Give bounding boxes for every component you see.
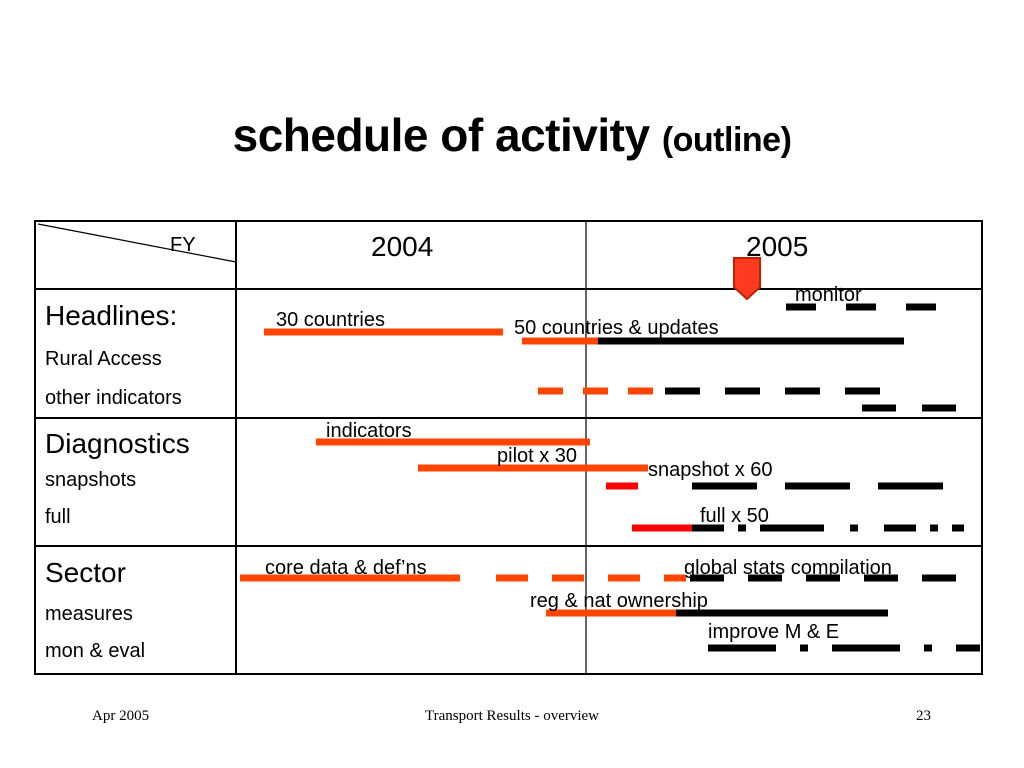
table-border	[34, 220, 983, 675]
row-diagnostics-line-1: snapshots	[45, 469, 137, 491]
header-year-2005: 2005	[746, 231, 809, 262]
annotation-30-countries: 30 countries	[276, 309, 385, 331]
title-main: schedule of activity	[232, 109, 650, 161]
slide-title: schedule of activity (outline)	[0, 108, 1024, 162]
header-year-2004: 2004	[371, 231, 434, 262]
row-headlines-title: Headlines:	[45, 300, 178, 331]
row-diagnostics-line-2: full	[45, 506, 71, 528]
footer-title: Transport Results - overview	[424, 708, 600, 724]
row-sector-line-1: measures	[45, 603, 133, 625]
corner-diagonal	[37, 223, 237, 263]
sector-bars	[240, 574, 980, 652]
row-diagnostics-title: Diagnostics	[45, 428, 190, 459]
row-headlines-line-2: other indicators	[45, 387, 182, 409]
annotation-50-countries: 50 countries & updates	[514, 317, 719, 339]
monitor-marker-arrow	[733, 257, 761, 301]
row-sector-line-2: mon & eval	[45, 640, 146, 662]
footer-page-number: 23	[916, 708, 931, 724]
annotation-full: full x 50	[700, 505, 769, 527]
annotation-pilot: pilot x 30	[497, 445, 578, 467]
annotation-improve-me: improve M & E	[708, 621, 840, 643]
annotation-monitor: monitor	[795, 284, 862, 306]
diagnostics-bars	[316, 438, 964, 532]
title-subtitle: (outline)	[661, 121, 792, 159]
footer-date: Apr 2005	[92, 708, 150, 724]
headlines-bars	[264, 303, 956, 412]
header-fy-label: FY	[170, 234, 196, 256]
table-grid	[34, 220, 983, 675]
row-sector-title: Sector	[45, 557, 126, 588]
annotation-snapshot: snapshot x 60	[648, 459, 773, 481]
annotation-core-data: core data & def’ns	[265, 557, 427, 579]
row-headlines-line-1: Rural Access	[45, 348, 162, 370]
annotation-global-stats: global stats compilation	[684, 557, 892, 579]
annotation-reg-nat: reg & nat ownership	[530, 590, 708, 612]
annotation-indicators: indicators	[326, 420, 412, 442]
